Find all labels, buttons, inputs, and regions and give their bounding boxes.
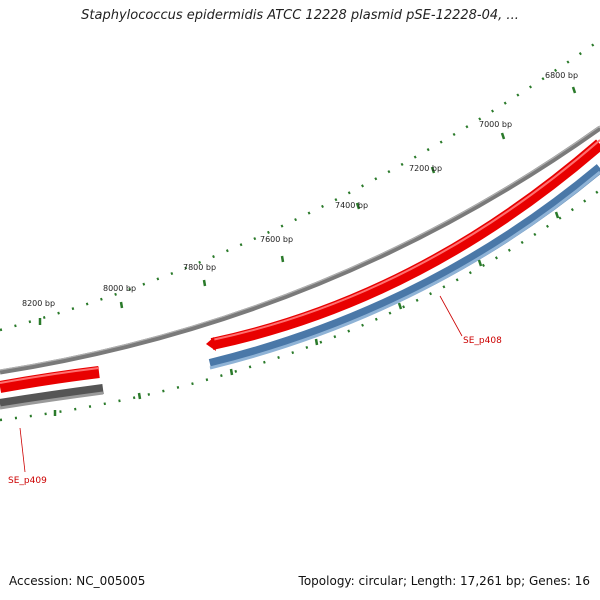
- major-ticks: [38, 86, 577, 325]
- backbone-arc: [0, 125, 600, 375]
- tick-label-6800: 6800 bp: [545, 71, 578, 80]
- gene-se-p409-leader: [19, 427, 26, 473]
- gene-se-p409-forward[interactable]: [0, 366, 100, 393]
- accession-text: Accession: NC_005005: [9, 574, 146, 588]
- tick-label-7400: 7400 bp: [335, 201, 368, 210]
- tick-label-8200: 8200 bp: [22, 299, 55, 308]
- tick-label-8000: 8000 bp: [103, 284, 136, 293]
- tick-label-7600: 7600 bp: [260, 235, 293, 244]
- gene-label-se-p409[interactable]: SE_p409: [8, 476, 47, 486]
- tick-label-7000: 7000 bp: [479, 120, 512, 129]
- inner-tick-ring: [0, 188, 600, 422]
- gene-label-se-p408[interactable]: SE_p408: [463, 336, 502, 346]
- gene-se-p408-leader: [439, 295, 463, 337]
- map-title: Staphylococcus epidermidis ATCC 12228 pl…: [81, 8, 519, 23]
- gene-se-p408-forward[interactable]: [210, 139, 600, 350]
- topology-summary: Topology: circular; Length: 17,261 bp; G…: [298, 574, 590, 588]
- tick-label-7800: 7800 bp: [183, 263, 216, 272]
- inner-major-ticks: [53, 211, 560, 416]
- gene-se-p408-arrowhead: [206, 337, 216, 351]
- gene-reverse-strand-right[interactable]: [208, 164, 600, 369]
- tick-label-7200: 7200 bp: [409, 164, 442, 173]
- gene-se-p409-dark[interactable]: [0, 384, 104, 409]
